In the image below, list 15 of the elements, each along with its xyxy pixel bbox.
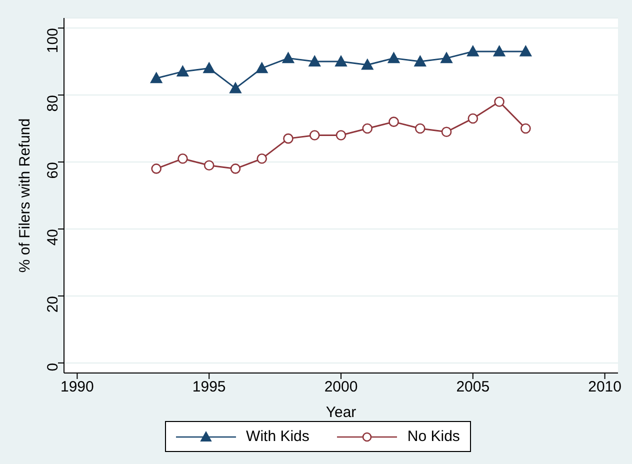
y-axis-title: % of Filers with Refund xyxy=(16,118,34,273)
y-tick-label: 100 xyxy=(44,28,62,54)
legend-label: With Kids xyxy=(246,428,310,445)
x-axis-title: Year xyxy=(326,404,356,421)
y-tick-label: 40 xyxy=(44,228,62,246)
x-tick-label: 1995 xyxy=(192,378,226,396)
y-tick-label: 80 xyxy=(44,95,62,112)
x-tick-label: 2010 xyxy=(588,378,622,396)
x-tick-label: 1990 xyxy=(60,378,94,396)
x-tick-label: 2005 xyxy=(456,378,490,396)
y-tick-label: 60 xyxy=(44,162,62,179)
y-tick-label: 0 xyxy=(44,362,62,372)
x-tick-label: 2000 xyxy=(324,378,358,396)
y-tick-label: 20 xyxy=(44,296,62,313)
legend-label: No Kids xyxy=(407,428,460,445)
